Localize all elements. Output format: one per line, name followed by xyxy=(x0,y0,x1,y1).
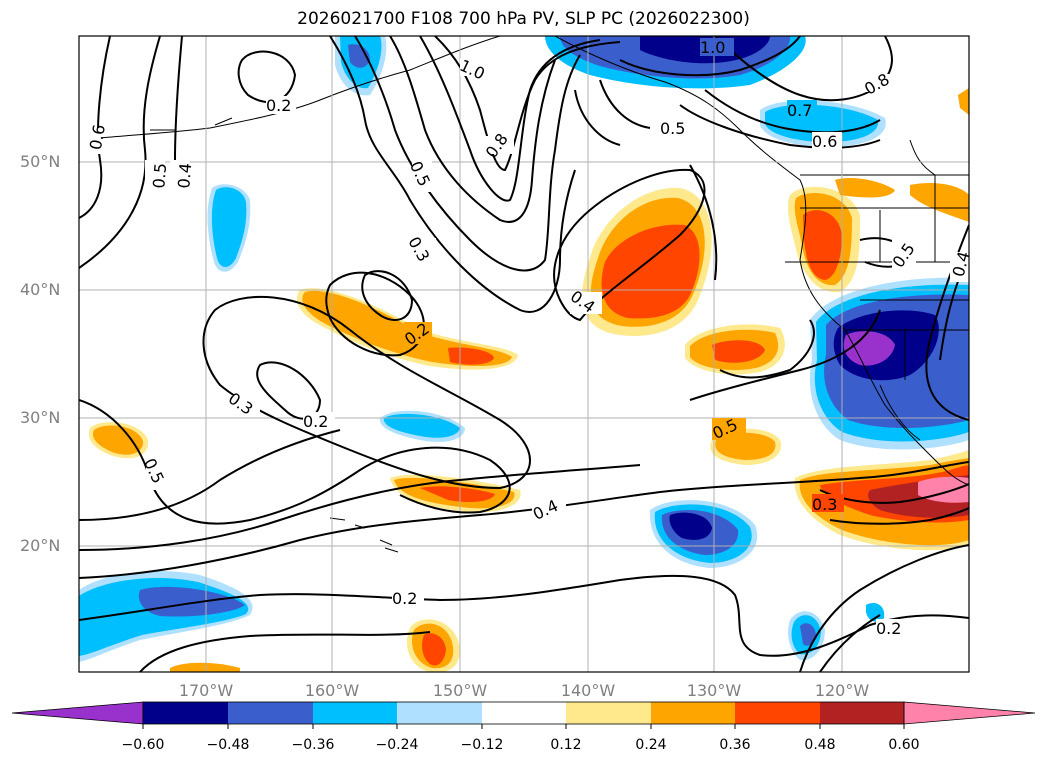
contour-label: 0.5 xyxy=(149,162,170,189)
colorbar-segment xyxy=(313,702,397,724)
contour-label: 0.2 xyxy=(303,412,328,431)
contour-label: 0.4 xyxy=(949,249,974,279)
colorbar xyxy=(11,701,1036,729)
contour-label: 0.2 xyxy=(876,619,901,638)
colorbar-tick-label: 0.12 xyxy=(550,737,582,753)
coastlines xyxy=(99,36,969,553)
colorbar-tick-label: −0.24 xyxy=(375,737,419,753)
colorbar-segment xyxy=(903,701,1036,725)
colorbar-segment xyxy=(11,701,144,725)
contour-lines xyxy=(79,36,969,672)
colorbar-tick-label: −0.36 xyxy=(291,737,335,753)
lat-label: 20°N xyxy=(20,536,61,555)
contour-label: 1.0 xyxy=(700,38,725,57)
lon-label: 130°W xyxy=(686,681,742,700)
contour-label: 0.4 xyxy=(174,162,195,189)
colorbar-segment xyxy=(228,702,313,724)
lon-label: 160°W xyxy=(304,681,360,700)
colorbar-tick-label: 0.60 xyxy=(888,737,920,753)
lat-label: 50°N xyxy=(20,152,61,171)
colorbar-segment xyxy=(482,702,566,724)
lon-label: 140°W xyxy=(560,681,616,700)
colorbar-segment xyxy=(735,702,820,724)
contour-label: 0.3 xyxy=(812,495,837,514)
lat-label: 30°N xyxy=(20,408,61,427)
lat-label: 40°N xyxy=(20,280,61,299)
colorbar-tick-label: −0.60 xyxy=(121,737,165,753)
colorbar-tick-label: −0.12 xyxy=(460,737,504,753)
negative-anomaly-fills xyxy=(79,36,969,662)
contour-label: 0.2 xyxy=(266,96,291,115)
lon-label: 120°W xyxy=(814,681,870,700)
colorbar-tick-label: 0.48 xyxy=(804,737,836,753)
contour-label: 0.6 xyxy=(812,132,837,151)
contour-label: 0.6 xyxy=(86,123,109,151)
colorbar-tick-label: −0.48 xyxy=(206,737,250,753)
contour-label: 0.2 xyxy=(392,589,417,608)
colorbar-segment xyxy=(820,702,904,724)
colorbar-segment xyxy=(397,702,482,724)
contour-label: 0.5 xyxy=(660,119,685,138)
colorbar-tick-label: 0.36 xyxy=(719,737,751,753)
map-frame xyxy=(78,35,970,673)
colorbar-segment xyxy=(651,702,735,724)
colorbar-tick-label: 0.24 xyxy=(635,737,667,753)
map-title: 2026021700 F108 700 hPa PV, SLP PC (2026… xyxy=(297,9,750,29)
colorbar-segment xyxy=(143,702,228,724)
contour-label: 0.7 xyxy=(787,101,812,120)
lon-label: 150°W xyxy=(432,681,488,700)
colorbar-segment xyxy=(566,702,651,724)
lon-label: 170°W xyxy=(178,681,234,700)
